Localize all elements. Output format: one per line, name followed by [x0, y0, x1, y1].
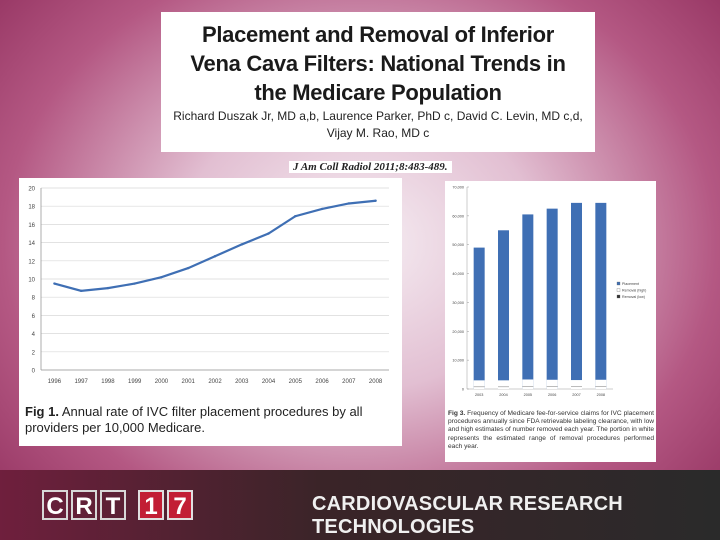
- figure-1-label: Fig 1.: [25, 404, 59, 419]
- y-tick-label: 10: [28, 278, 35, 284]
- x-tick-label: 2004: [262, 379, 276, 385]
- legend-swatch: [616, 288, 621, 292]
- logo-letter: 1: [138, 490, 164, 520]
- bar-removal-band: [498, 380, 509, 389]
- data-point: [347, 202, 351, 205]
- logo-letter: R: [71, 490, 97, 520]
- journal-citation: J Am Coll Radiol 2011;8:483-489.: [289, 161, 452, 173]
- authors-line: Richard Duszak Jr, MD a,b, Laurence Park…: [173, 109, 583, 123]
- data-point: [267, 232, 270, 235]
- y-tick-label: 70,000: [452, 186, 464, 190]
- x-tick-label: 2000: [155, 379, 169, 385]
- y-tick-label: 40,000: [452, 272, 464, 276]
- logo-spacer: [129, 490, 135, 520]
- x-tick-label: 2005: [524, 393, 532, 397]
- legend-swatch: [616, 281, 621, 286]
- line-chart: 0 2 4 6 8 10 12 14 16 18 20 1996 1997 1998 1999 2000 200…: [28, 187, 389, 385]
- x-tick-label: 2007: [342, 379, 356, 385]
- x-tick-label: 2006: [548, 393, 556, 397]
- bar-placement: [522, 214, 534, 389]
- bar-chart-panel: 0 10,000 20,000 30,000 40,000 50,000 60,000 70,…: [445, 181, 656, 462]
- y-tick-label: 0: [32, 369, 36, 375]
- figure-3-label: Fig 3.: [448, 410, 466, 417]
- legend-label: Removal (high): [622, 289, 646, 293]
- data-point: [79, 289, 83, 293]
- x-tick-label: 2004: [499, 393, 507, 397]
- x-tick-label: 1998: [101, 379, 115, 385]
- x-tick-label: 2003: [235, 379, 249, 385]
- y-tick-label: 50,000: [452, 243, 464, 247]
- y-tick-label: 20: [28, 187, 35, 193]
- x-tick-label: 1999: [128, 379, 142, 385]
- x-tick-label: 1997: [74, 379, 88, 385]
- y-tick-label: 2: [32, 350, 36, 356]
- figure-3-caption: Fig 3. Frequency of Medicare fee-for-ser…: [448, 410, 654, 451]
- footer-tagline: CARDIOVASCULAR RESEARCH TECHNOLOGIES: [312, 493, 623, 538]
- y-tick-label: 4: [32, 332, 36, 338]
- x-tick-label: 2001: [182, 379, 196, 385]
- bar-removal-band: [522, 379, 534, 389]
- x-tick-label: 2006: [315, 379, 329, 385]
- figure-1-caption: Fig 1. Annual rate of IVC filter placeme…: [25, 404, 397, 436]
- x-tick-label: 2008: [369, 379, 383, 385]
- figure-1-text: Annual rate of IVC filter placement proc…: [25, 404, 363, 435]
- bar-removal-band: [546, 379, 558, 389]
- logo-letter: C: [42, 490, 68, 520]
- paper-title-box: Placement and Removal of Inferior Vena C…: [161, 12, 595, 152]
- x-tick-label: 2005: [289, 379, 303, 385]
- bar-placement: [595, 202, 607, 389]
- y-tick-label: 8: [32, 296, 36, 302]
- x-tick-label: 1996: [48, 379, 62, 385]
- logo-letter: 7: [167, 490, 193, 520]
- x-tick-label: 2003: [475, 393, 483, 397]
- title-line: Placement and Removal of Inferior: [202, 22, 554, 47]
- bar-placement: [498, 230, 509, 389]
- data-point: [106, 286, 110, 290]
- bar-removal-band: [595, 379, 607, 389]
- data-point: [53, 282, 56, 285]
- x-tick-label: 2007: [572, 393, 580, 397]
- legend-swatch: [616, 294, 621, 299]
- authors-line: Vijay M. Rao, MD c: [326, 126, 430, 140]
- data-point: [374, 199, 377, 202]
- y-tick-label: 0: [462, 388, 464, 392]
- legend-label: Placement: [622, 282, 639, 286]
- y-tick-label: 60,000: [452, 214, 464, 218]
- paper-title: Placement and Removal of Inferior Vena C…: [161, 20, 595, 107]
- x-tick-label: 2002: [208, 379, 222, 385]
- footer-band: [0, 470, 720, 540]
- legend-label: Removal (low): [622, 295, 645, 299]
- y-tick-label: 12: [28, 259, 35, 265]
- y-tick-label: 14: [28, 241, 35, 247]
- data-point: [187, 266, 190, 270]
- y-tick-label: 6: [32, 314, 36, 320]
- bar-placement: [473, 247, 485, 389]
- bar-chart: 0 10,000 20,000 30,000 40,000 50,000 60,000 70,…: [452, 186, 646, 398]
- bar-placement: [546, 208, 558, 389]
- data-point: [213, 255, 217, 258]
- bar-removal-band: [473, 380, 485, 389]
- y-tick-label: 16: [28, 223, 35, 229]
- logo-letter: T: [100, 490, 126, 520]
- y-tick-label: 30,000: [452, 301, 464, 305]
- data-point: [320, 207, 324, 211]
- line-chart-panel: 0 2 4 6 8 10 12 14 16 18 20 1996 1997 1998 1999 2000 200…: [19, 178, 402, 446]
- y-tick-label: 10,000: [452, 359, 464, 363]
- x-tick-label: 2008: [597, 393, 605, 397]
- bar-removal-band: [571, 380, 582, 389]
- data-line: [54, 199, 376, 292]
- data-point: [160, 275, 163, 279]
- data-point: [294, 215, 297, 218]
- bar-placement: [571, 202, 582, 389]
- data-point: [240, 243, 243, 246]
- y-tick-label: 20,000: [452, 330, 464, 334]
- title-line: the Medicare Population: [254, 80, 502, 105]
- crt17-logo: C R T 1 7: [42, 490, 193, 520]
- figure-3-text: Frequency of Medicare fee-for-service cl…: [448, 410, 654, 450]
- title-line: Vena Cava Filters: National Trends in: [190, 51, 566, 76]
- y-tick-label: 18: [28, 205, 35, 211]
- data-point: [133, 282, 136, 285]
